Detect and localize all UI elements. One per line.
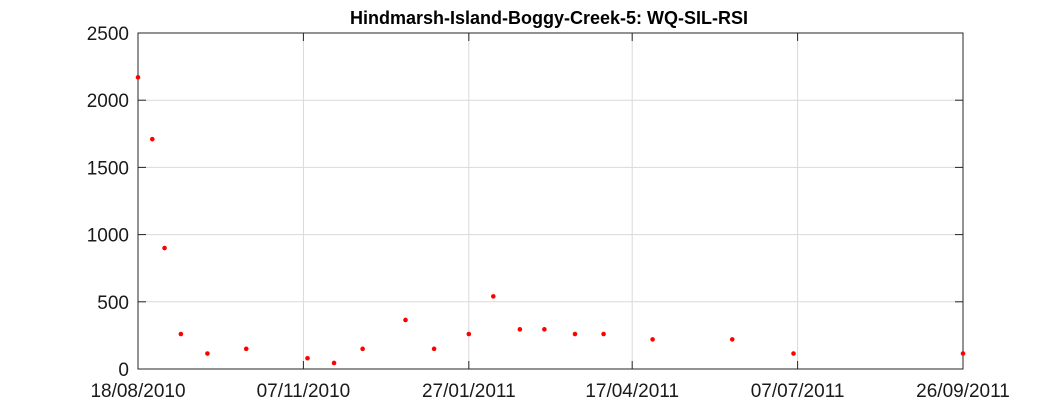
y-tick-label: 500 xyxy=(97,293,129,314)
tick-labels: 18/08/2010 07/11/2010 27/01/2011 17/04/2011… xyxy=(87,24,1010,402)
y-tick-label: 2500 xyxy=(87,24,129,45)
data-point xyxy=(466,331,472,337)
y-tick-label: 2000 xyxy=(87,91,129,112)
data-point xyxy=(960,351,966,356)
data-point xyxy=(650,337,655,342)
x-tick-label: 07/07/2011 xyxy=(751,381,845,402)
gridlines xyxy=(137,32,964,370)
data-point xyxy=(431,346,437,352)
y-tick-label: 1500 xyxy=(87,158,129,179)
data-point xyxy=(601,331,606,337)
x-tick-label: 26/09/2011 xyxy=(916,381,1010,402)
data-point xyxy=(360,346,365,352)
x-tick-label: 07/11/2010 xyxy=(257,381,351,402)
x-tick-label: 18/08/2010 xyxy=(90,381,185,402)
x-tick-label: 27/01/2011 xyxy=(422,381,516,402)
data-point xyxy=(572,331,578,337)
data-point xyxy=(791,351,796,356)
data-point xyxy=(135,75,141,80)
data-point xyxy=(162,245,167,251)
data-point xyxy=(542,327,547,332)
data-point xyxy=(491,294,496,299)
chart-title: Hindmarsh-Island-Boggy-Creek-5: WQ-SIL-R… xyxy=(350,8,748,28)
plot-frame xyxy=(137,32,964,370)
data-point xyxy=(517,327,523,332)
data-point xyxy=(149,136,155,142)
x-tick-label: 17/04/2011 xyxy=(585,381,679,402)
data-points xyxy=(135,75,966,366)
data-point xyxy=(403,317,408,323)
plot-axes xyxy=(137,32,964,370)
data-point xyxy=(178,331,184,337)
data-point xyxy=(305,355,310,361)
data-point xyxy=(729,337,735,342)
data-point xyxy=(243,346,249,352)
data-point xyxy=(205,351,210,356)
y-tick-label: 0 xyxy=(118,360,129,381)
y-tick-label: 1000 xyxy=(87,226,129,247)
data-point xyxy=(331,360,337,366)
